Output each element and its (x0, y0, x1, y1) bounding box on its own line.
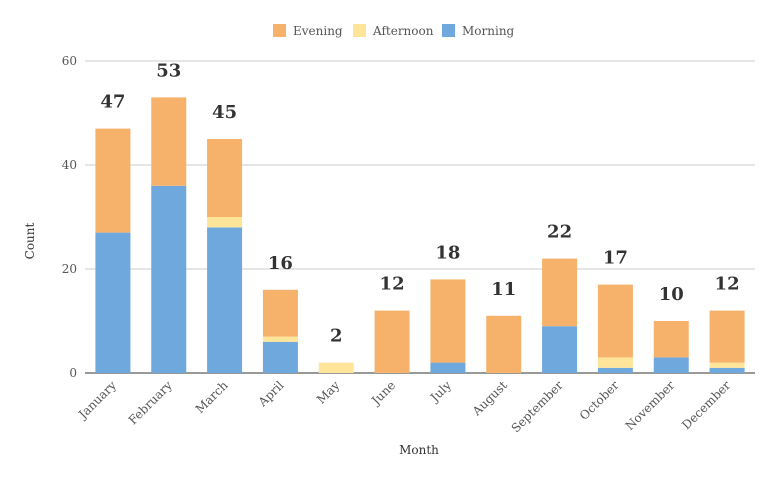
bar-segment-afternoon (262, 336, 298, 342)
bar-segment-evening (151, 97, 187, 186)
total-label: 16 (268, 253, 293, 274)
x-tick-label: April (255, 378, 287, 410)
legend-swatch-afternoon (353, 24, 366, 37)
total-label: 12 (715, 274, 740, 295)
bar-segment-evening (374, 310, 410, 373)
total-label: 18 (435, 242, 460, 263)
total-label: 45 (212, 102, 237, 123)
bar-segment-evening (262, 289, 298, 337)
total-label: 17 (603, 248, 628, 269)
bar-segment-morning (151, 185, 187, 373)
bar-segment-morning (207, 227, 243, 373)
bar-segment-morning (653, 357, 689, 373)
bar-segment-evening (653, 321, 689, 358)
total-label: 22 (547, 222, 572, 243)
y-tick-label: 40 (62, 158, 77, 172)
total-label: 53 (156, 60, 181, 81)
bar-segment-morning (709, 367, 745, 373)
x-tick-label: January (74, 378, 119, 423)
y-axis-ticks: 0 20 40 60 (62, 54, 77, 380)
bar-segment-evening (542, 258, 578, 327)
bar-segment-evening (597, 284, 633, 358)
bar-segment-evening (207, 139, 243, 217)
legend-label-evening: Evening (293, 24, 343, 38)
bar-segment-evening (709, 310, 745, 363)
total-labels: 47 53 45 16 2 12 18 11 22 17 10 12 (100, 60, 739, 346)
y-tick-label: 0 (69, 366, 77, 380)
total-label: 12 (380, 274, 405, 295)
x-axis-title: Month (399, 443, 439, 457)
bar-segment-evening (95, 128, 131, 233)
x-tick-label: June (368, 378, 399, 409)
bars (95, 97, 745, 373)
bar-segment-morning (597, 367, 633, 373)
total-label: 2 (330, 326, 343, 347)
bar-segment-morning (430, 362, 466, 373)
y-tick-label: 20 (62, 262, 77, 276)
bar-segment-afternoon (318, 362, 354, 373)
legend-swatch-morning (442, 24, 455, 37)
total-label: 47 (100, 92, 125, 113)
x-tick-label: July (426, 378, 454, 406)
legend-swatch-evening (273, 24, 286, 37)
x-tick-label: March (193, 378, 231, 416)
total-label: 10 (659, 284, 684, 305)
bar-segment-evening (430, 279, 466, 363)
x-tick-label: December (679, 378, 733, 432)
gridlines (85, 60, 755, 374)
x-tick-label: November (623, 378, 678, 433)
bar-segment-afternoon (597, 357, 633, 368)
bar-segment-afternoon (207, 217, 243, 228)
x-tick-label: May (314, 378, 343, 407)
legend-label-morning: Morning (462, 24, 515, 38)
x-tick-label: February (126, 378, 175, 427)
x-axis-ticks: January February March April May June July Augu… (74, 378, 733, 435)
y-tick-label: 60 (62, 54, 77, 68)
bar-segment-morning (262, 341, 298, 373)
y-axis-title: Count (23, 222, 37, 259)
total-label: 11 (491, 279, 516, 300)
x-tick-label: October (577, 378, 622, 423)
x-tick-label: August (469, 378, 510, 419)
bar-segment-morning (95, 232, 131, 373)
legend-label-afternoon: Afternoon (372, 24, 434, 38)
legend: Evening Afternoon Morning (273, 24, 515, 38)
bar-segment-evening (486, 315, 522, 373)
bar-segment-morning (542, 326, 578, 373)
bar-segment-afternoon (709, 362, 745, 368)
x-tick-label: September (509, 378, 566, 435)
